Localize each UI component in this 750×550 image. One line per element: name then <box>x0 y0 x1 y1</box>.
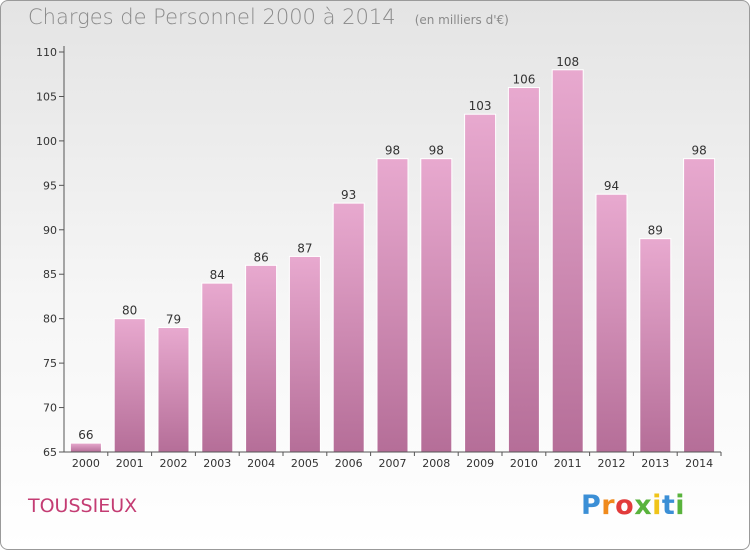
bar-2006 <box>332 202 365 453</box>
bar-2013 <box>639 238 672 453</box>
y-tick-label-105: 105 <box>36 90 57 103</box>
bar-2010 <box>507 87 540 453</box>
x-tick-label-2007: 2007 <box>379 457 407 470</box>
y-tick-label-90: 90 <box>43 224 57 237</box>
logo-letter: i <box>652 490 662 521</box>
data-label-2007: 98 <box>385 144 400 158</box>
x-tick-label-2010: 2010 <box>510 457 538 470</box>
data-label-2006: 93 <box>341 188 356 202</box>
y-tick-label-70: 70 <box>43 402 57 415</box>
x-tick-label-2002: 2002 <box>160 457 188 470</box>
bar-2014 <box>683 158 716 453</box>
x-tick-label-2006: 2006 <box>335 457 363 470</box>
logo-letter: P <box>581 490 602 521</box>
y-tick-label-80: 80 <box>43 313 57 326</box>
data-label-2009: 103 <box>469 99 492 113</box>
bar-2012 <box>595 193 628 453</box>
data-label-2013: 89 <box>648 224 663 238</box>
data-label-2012: 94 <box>604 179 619 193</box>
x-tick-label-2014: 2014 <box>685 457 713 470</box>
y-tick-label-110: 110 <box>36 46 57 59</box>
bar-2009 <box>464 113 497 453</box>
data-label-2014: 98 <box>691 144 706 158</box>
x-tick-label-2013: 2013 <box>641 457 669 470</box>
data-label-2003: 84 <box>210 268 225 282</box>
logo-letter: r <box>601 490 616 521</box>
x-tick-label-2011: 2011 <box>554 457 582 470</box>
x-tick-label-2004: 2004 <box>247 457 275 470</box>
x-tick-label-2008: 2008 <box>422 457 450 470</box>
data-label-2004: 86 <box>253 250 268 264</box>
bar-2005 <box>288 255 321 453</box>
y-tick-label-65: 65 <box>43 446 57 459</box>
chart-unit: (en milliers d'€) <box>414 13 509 27</box>
commune-name: TOUSSIEUX <box>28 495 138 517</box>
data-label-2010: 106 <box>512 73 535 87</box>
y-tick-label-95: 95 <box>43 179 57 192</box>
bar-2000 <box>69 442 102 453</box>
data-label-2011: 108 <box>556 55 579 69</box>
axes-group: 2000 2001 2002 2003 2004 2005 2006 2007 2008 2009… <box>36 46 722 470</box>
bar-2007 <box>376 158 409 453</box>
x-tick-label-2012: 2012 <box>598 457 626 470</box>
x-tick-label-2009: 2009 <box>466 457 494 470</box>
x-tick-label-2000: 2000 <box>72 457 100 470</box>
bar-2003 <box>201 282 234 453</box>
logo-letter: t <box>661 490 676 521</box>
logo-letter: o <box>615 490 635 521</box>
bar-2011 <box>551 69 584 453</box>
logo-letter: x <box>634 490 653 521</box>
bar-2004 <box>245 264 278 453</box>
bar-2008 <box>420 158 453 453</box>
chart-title-block: Charges de Personnel 2000 à 2014 (en mil… <box>28 5 509 29</box>
data-label-2008: 98 <box>429 144 444 158</box>
chart-title: Charges de Personnel 2000 à 2014 <box>28 5 396 29</box>
x-tick-label-2005: 2005 <box>291 457 319 470</box>
y-tick-label-85: 85 <box>43 268 57 281</box>
data-label-2000: 66 <box>78 428 93 442</box>
logo-letter: i <box>675 490 686 521</box>
bar-2001 <box>113 318 146 453</box>
data-label-2001: 80 <box>122 304 137 318</box>
proxiti-logo[interactable]: Proxiti <box>581 490 685 521</box>
y-tick-label-100: 100 <box>36 135 57 148</box>
x-tick-label-2003: 2003 <box>203 457 231 470</box>
data-label-2002: 79 <box>166 313 181 327</box>
bars-group: 66 80 79 84 86 87 93 98 98 103 106 108 94 89 98 <box>69 55 716 453</box>
bar-2002 <box>157 327 190 453</box>
y-tick-label-75: 75 <box>43 357 57 370</box>
data-label-2005: 87 <box>297 241 312 255</box>
x-tick-label-2001: 2001 <box>116 457 144 470</box>
